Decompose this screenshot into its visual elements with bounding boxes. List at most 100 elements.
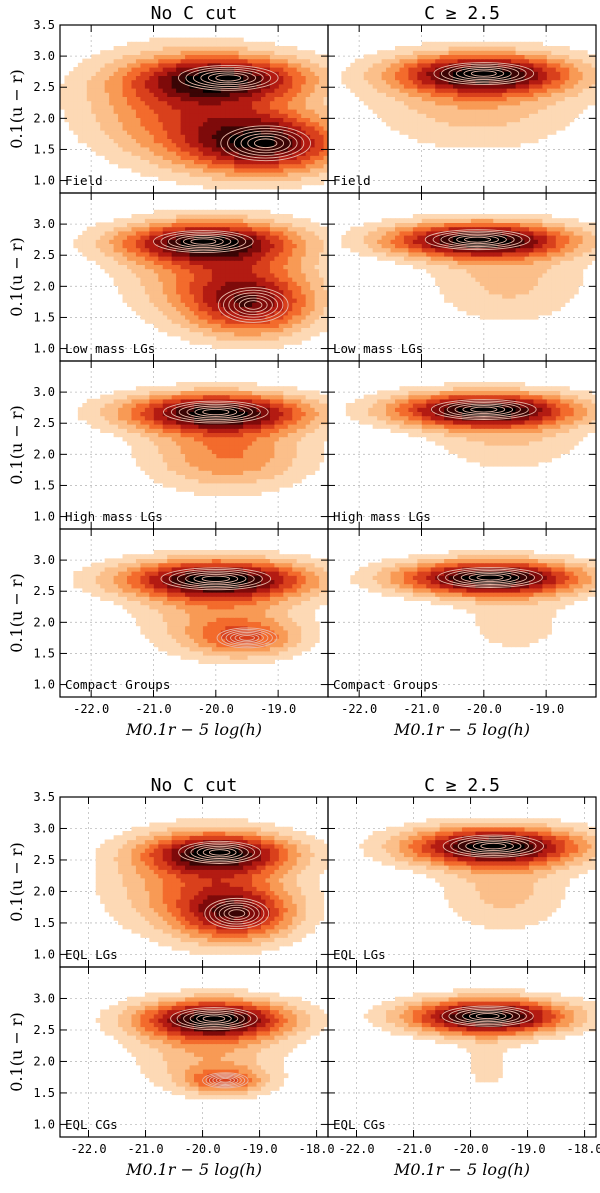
density-cell xyxy=(144,155,150,160)
density-cell xyxy=(176,289,182,295)
density-cell xyxy=(104,230,110,236)
density-cell xyxy=(506,100,512,106)
density-cell xyxy=(252,293,258,299)
density-cell xyxy=(202,46,208,51)
density-cell xyxy=(207,92,213,97)
density-cell xyxy=(131,260,137,265)
density-cell xyxy=(310,323,316,328)
density-cell xyxy=(386,100,392,106)
density-cell xyxy=(162,109,168,114)
density-cell xyxy=(252,62,258,68)
density-cell xyxy=(278,327,284,333)
density-cell xyxy=(520,62,526,68)
density-cell xyxy=(189,256,195,261)
density-cell xyxy=(448,58,454,64)
density-cell xyxy=(149,50,155,55)
density-cell xyxy=(287,71,293,76)
density-cell xyxy=(127,75,133,81)
density-cell xyxy=(555,67,561,72)
density-cell xyxy=(198,109,204,114)
density-cell xyxy=(457,264,463,270)
density-cell xyxy=(542,54,548,60)
density-cell xyxy=(292,88,298,93)
density-cell xyxy=(144,79,150,85)
density-cell xyxy=(122,109,128,114)
density-cell xyxy=(86,104,92,110)
density-cell xyxy=(127,134,133,139)
density-cell xyxy=(444,100,450,106)
density-cell xyxy=(225,37,231,43)
density-cell xyxy=(323,285,328,291)
density-cell xyxy=(153,117,159,123)
density-cell xyxy=(506,79,512,85)
density-cell xyxy=(211,281,217,286)
density-cell xyxy=(176,260,182,265)
density-cell xyxy=(444,142,450,148)
density-cell xyxy=(243,130,249,135)
density-cell xyxy=(412,100,418,106)
density-cell xyxy=(533,109,539,114)
density-cell xyxy=(292,310,298,316)
density-cell xyxy=(430,125,436,131)
density-cell xyxy=(153,281,159,286)
density-cell xyxy=(305,113,311,118)
density-cell xyxy=(91,75,97,81)
density-cell xyxy=(135,218,141,223)
density-cell xyxy=(252,88,258,93)
density-cell xyxy=(243,230,249,236)
density-cell xyxy=(252,50,258,55)
density-cell xyxy=(140,75,146,81)
density-cell xyxy=(470,121,476,127)
density-cell xyxy=(278,142,284,148)
density-cell xyxy=(180,109,186,114)
density-cell xyxy=(323,272,328,278)
density-cell xyxy=(305,264,311,270)
density-cell xyxy=(144,285,150,291)
density-cell xyxy=(278,331,284,337)
density-cell xyxy=(229,159,235,165)
density-cell xyxy=(144,264,150,270)
density-cell xyxy=(211,272,217,278)
density-cell xyxy=(269,138,275,144)
density-cell xyxy=(118,92,124,97)
density-cell xyxy=(533,92,539,97)
density-cell xyxy=(95,239,101,244)
density-cell xyxy=(207,335,213,341)
density-cell xyxy=(457,100,463,106)
density-cell xyxy=(301,176,307,181)
density-cell xyxy=(198,96,204,102)
density-cell xyxy=(158,62,164,68)
density-cell xyxy=(386,75,392,81)
density-cell xyxy=(462,264,468,270)
density-cell xyxy=(100,222,106,228)
density-cell xyxy=(127,50,133,55)
density-cell xyxy=(194,113,200,118)
density-cell xyxy=(439,58,445,64)
density-cell xyxy=(86,243,92,249)
density-cell xyxy=(283,335,289,341)
density-cell xyxy=(399,79,405,85)
density-cell xyxy=(426,134,432,139)
density-cell xyxy=(301,100,307,106)
density-cell xyxy=(323,92,328,97)
density-cell xyxy=(296,58,302,64)
density-cell xyxy=(144,71,150,76)
density-cell xyxy=(216,331,222,337)
density-cell xyxy=(229,260,235,265)
density-cell xyxy=(314,222,320,228)
density-cell xyxy=(127,54,133,60)
density-cell xyxy=(408,54,414,60)
density-cell xyxy=(243,277,249,282)
density-cell xyxy=(256,75,262,81)
density-cell xyxy=(537,302,543,307)
density-cell xyxy=(524,268,530,274)
density-cell xyxy=(247,281,253,286)
density-cell xyxy=(109,239,115,244)
density-cell xyxy=(252,134,258,139)
density-cell xyxy=(417,58,423,64)
density-cell xyxy=(484,54,490,60)
density-cell xyxy=(256,331,262,337)
density-cell xyxy=(453,62,459,68)
density-cell xyxy=(310,142,316,148)
